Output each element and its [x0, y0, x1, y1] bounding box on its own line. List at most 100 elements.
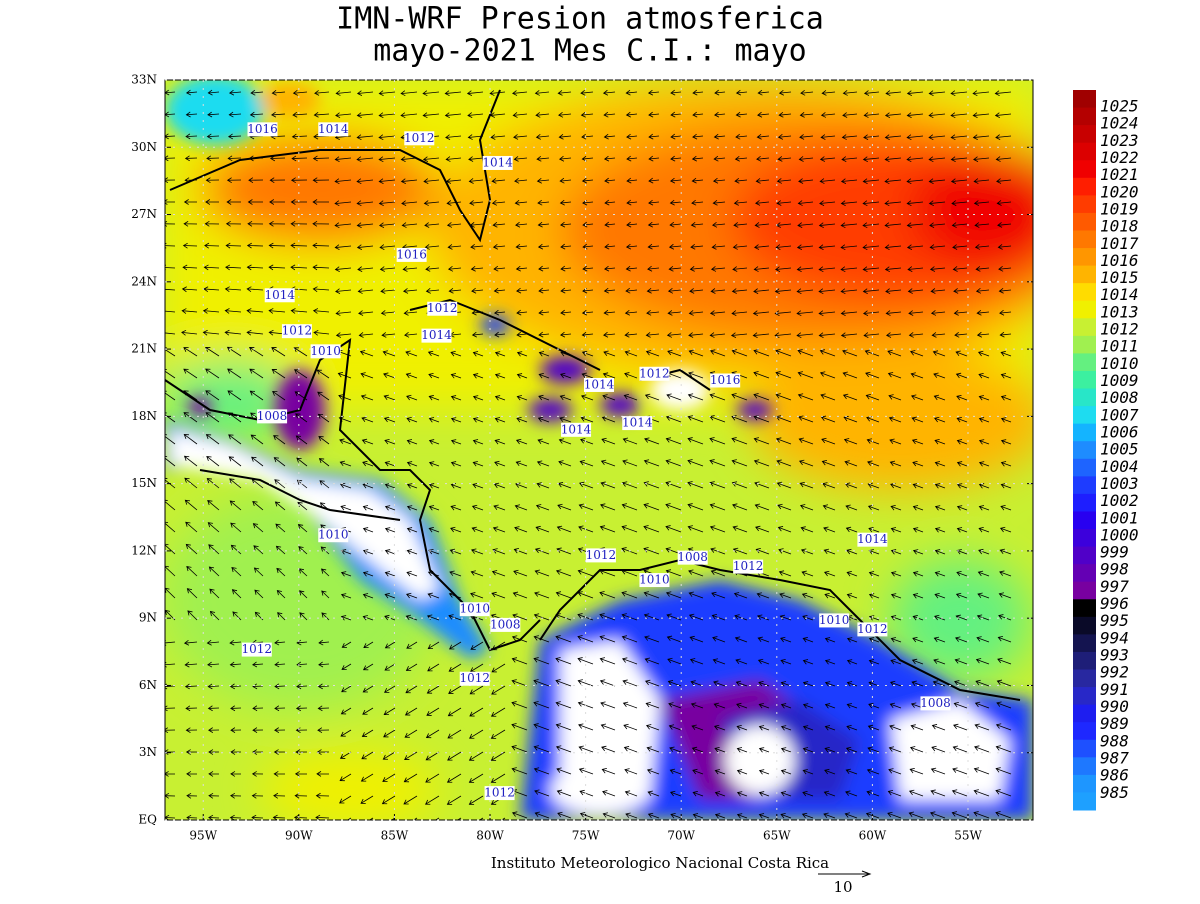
wind-vector	[534, 811, 550, 819]
wind-vector	[448, 641, 462, 650]
wind-vector	[400, 90, 418, 97]
wind-vector	[555, 657, 572, 665]
wind-vector	[186, 565, 198, 577]
wind-vector	[688, 371, 704, 379]
wind-vector	[868, 526, 880, 533]
wind-vector	[472, 373, 484, 379]
wind-vector	[492, 221, 506, 228]
wind-vector	[669, 746, 682, 753]
wind-vector	[978, 461, 990, 467]
wind-vector	[626, 177, 638, 184]
wind-vector	[224, 308, 242, 314]
wind-vector	[731, 310, 748, 316]
wind-vector	[334, 244, 352, 251]
colorbar-label: 1019	[1100, 199, 1139, 218]
wind-vector	[954, 332, 968, 338]
wind-vector	[647, 812, 660, 819]
wind-vector	[670, 89, 682, 96]
wind-vector	[823, 790, 836, 797]
wind-vector	[862, 200, 880, 207]
wind-vector	[796, 310, 814, 317]
wind-vector	[780, 636, 792, 643]
wind-vector	[643, 525, 660, 533]
wind-vector	[799, 504, 814, 511]
wind-vector	[996, 200, 1012, 206]
wind-vector	[445, 178, 462, 184]
wind-vector	[493, 504, 506, 511]
wind-vector	[356, 90, 374, 96]
wind-vector	[709, 393, 726, 401]
wind-vector	[227, 133, 242, 140]
wind-vector	[996, 701, 1012, 709]
wind-vector	[666, 393, 682, 401]
wind-vector	[643, 503, 660, 511]
lat-tick-label: 3N	[139, 745, 157, 759]
wind-vector	[205, 177, 220, 184]
wind-vector	[777, 526, 792, 533]
wind-vector	[713, 702, 726, 709]
wind-vector	[689, 658, 704, 665]
contour-label-box	[710, 373, 741, 388]
wind-vector	[732, 503, 748, 511]
wind-vector	[600, 481, 616, 489]
wind-vector	[645, 350, 660, 357]
wind-vector	[181, 329, 198, 336]
colorbar-label: 1009	[1100, 371, 1139, 390]
wind-vector	[670, 790, 682, 797]
wind-vector	[537, 243, 550, 250]
wind-vector	[999, 331, 1012, 338]
wind-vector	[885, 90, 902, 96]
wind-vector	[538, 331, 550, 338]
wind-vector	[558, 133, 572, 140]
wind-vector	[337, 372, 352, 379]
wind-vector	[472, 351, 484, 357]
wind-vector	[186, 792, 198, 799]
wind-vector	[668, 265, 682, 272]
wind-vectors	[165, 89, 1012, 820]
wind-vector	[758, 680, 770, 687]
wind-vector	[906, 112, 924, 119]
wind-vector	[644, 393, 660, 401]
wind-vector	[356, 134, 374, 141]
wind-vector	[313, 329, 330, 336]
wind-vector	[335, 288, 352, 294]
wind-vector	[624, 309, 638, 316]
wind-vector	[269, 155, 286, 162]
wind-vector	[426, 707, 440, 716]
wind-vector	[447, 729, 462, 739]
wind-vector	[867, 504, 880, 511]
wind-vector	[555, 613, 572, 621]
wind-vector	[404, 332, 418, 338]
wind-vector	[711, 591, 726, 599]
wind-vector	[933, 372, 946, 379]
colorbar-label: 988	[1100, 731, 1129, 750]
contour-label: 1008	[257, 409, 288, 423]
wind-vector	[999, 548, 1012, 555]
wind-vector	[840, 222, 858, 229]
wind-vector	[625, 111, 638, 118]
wind-vector	[165, 155, 176, 162]
wind-vector	[274, 661, 286, 668]
wind-vector	[582, 265, 594, 272]
wind-vector	[246, 264, 264, 271]
wind-vector	[450, 461, 462, 467]
contour-label: 1016	[710, 373, 741, 387]
wind-vector	[953, 288, 968, 294]
wind-vector	[406, 570, 418, 577]
wind-vector	[752, 310, 770, 316]
wind-vector	[956, 527, 968, 533]
wind-vector	[384, 593, 396, 599]
colorbar-label: 1007	[1100, 405, 1139, 424]
colorbar-swatch	[1073, 739, 1096, 758]
wind-vector	[362, 685, 374, 693]
wind-vector	[995, 134, 1012, 140]
wind-vector	[580, 394, 594, 401]
wind-vector	[379, 244, 396, 250]
wind-vector	[800, 548, 814, 555]
wind-vector	[733, 592, 748, 599]
wind-vector	[368, 817, 374, 820]
wind-vector	[406, 394, 418, 401]
wind-vector	[799, 134, 814, 140]
wind-vector	[555, 591, 572, 599]
wind-vector	[356, 244, 374, 250]
